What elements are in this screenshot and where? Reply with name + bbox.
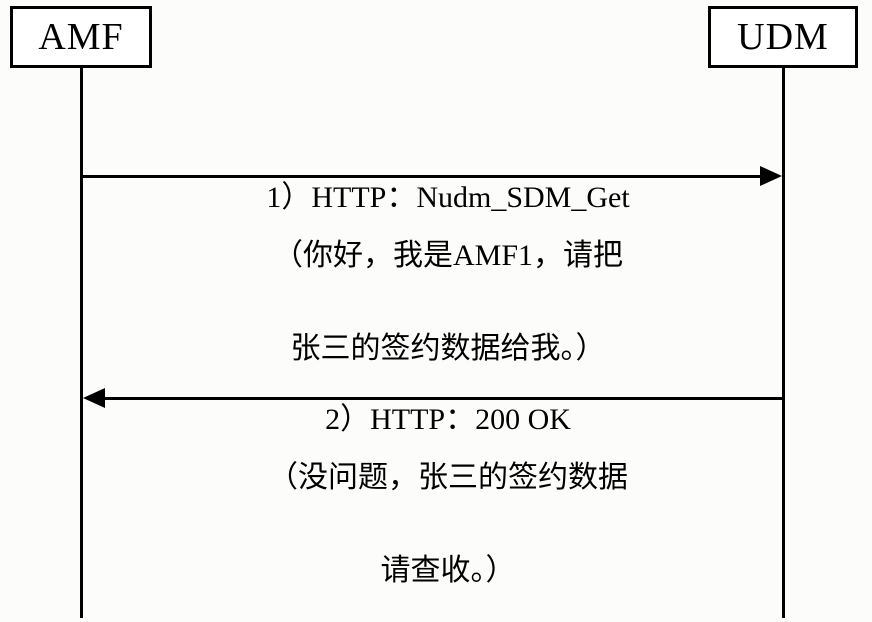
message-2-arrow-head [83, 388, 105, 408]
sequence-diagram: AMF UDM 1）HTTP：Nudm_SDM_Get （你好，我是AMF1，请… [0, 0, 872, 622]
actor-box-amf: AMF [10, 6, 152, 68]
message-2-subtitle: （没问题，张三的签约数据 请查收。） [83, 408, 783, 622]
message-1-arrow-line [83, 175, 763, 178]
actor-box-udm: UDM [708, 6, 858, 68]
message-2-arrow-line [105, 397, 785, 400]
actor-label-udm: UDM [737, 15, 829, 59]
message-2-sub-line2: 请查收。） [381, 554, 516, 587]
message-1-arrow-head [760, 166, 782, 186]
message-2-sub-line1: （没问题，张三的签约数据 [268, 461, 628, 494]
actor-label-amf: AMF [38, 15, 123, 59]
message-1-sub-line1: （你好，我是AMF1，请把 [273, 239, 623, 272]
